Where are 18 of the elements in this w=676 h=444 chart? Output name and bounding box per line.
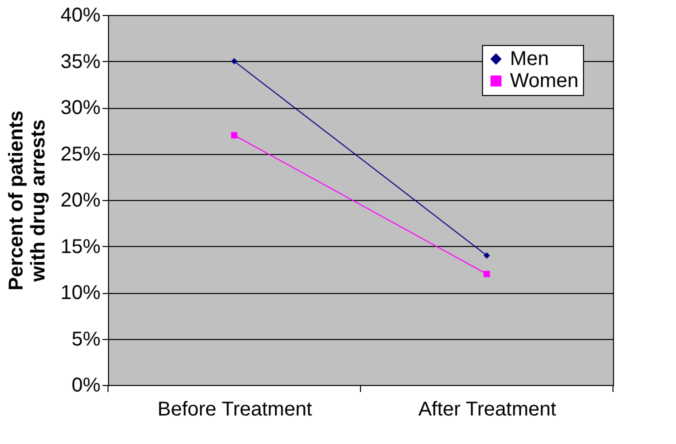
point (231, 132, 238, 138)
y-tick-label: 25% (60, 143, 101, 166)
point (484, 270, 490, 278)
legend-label: Men (510, 48, 549, 70)
y-tick-label: 5% (72, 328, 101, 350)
y-tick-label: 35% (60, 50, 101, 73)
x-tick-label: Before Treatment (157, 398, 312, 420)
y-tick-label: 10% (60, 282, 101, 304)
x-tick-label: After Treatment (418, 398, 557, 420)
legend-label: Women (510, 70, 579, 92)
y-tick-label: 20% (60, 190, 101, 212)
point (484, 252, 490, 259)
point (231, 58, 238, 64)
y-axis-title: Percent of patients with drug arrests (5, 110, 50, 291)
y-tick-label: 15% (60, 236, 101, 258)
y-tick-label: 30% (60, 97, 101, 119)
y-tick-label: 0% (72, 374, 101, 396)
y-tick-label: 40% (60, 4, 101, 26)
